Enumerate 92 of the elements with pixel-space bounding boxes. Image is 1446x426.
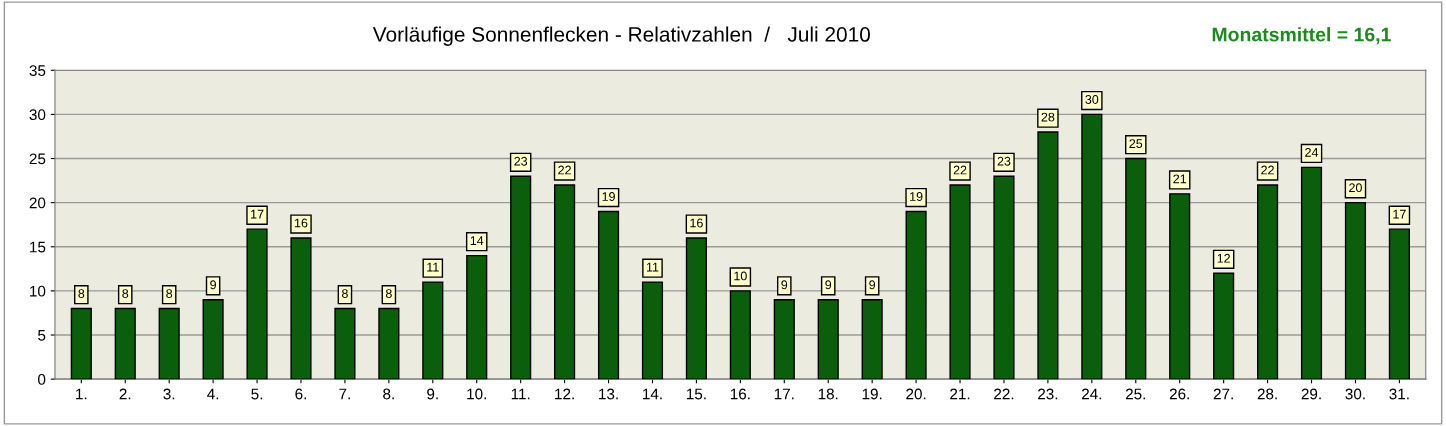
data-label: 12 (1217, 253, 1230, 263)
x-tick-label: 9. (427, 388, 438, 400)
x-tick-label: 24. (1081, 388, 1102, 400)
data-label: 22 (1261, 165, 1274, 175)
bar (817, 299, 839, 380)
data-label: 19 (602, 192, 615, 201)
data-label: 8 (122, 289, 129, 299)
bar (1037, 131, 1059, 380)
data-label: 16 (294, 218, 308, 228)
bar (641, 281, 664, 380)
y-tick-label: 20 (29, 197, 46, 209)
bar (290, 237, 312, 380)
data-label: 8 (385, 289, 392, 299)
x-tick-label: 16. (730, 388, 750, 400)
data-label: 24 (1305, 147, 1319, 157)
data-label: 8 (166, 289, 173, 299)
data-label: 23 (997, 156, 1011, 166)
bar (1213, 272, 1235, 380)
data-label: 16 (690, 218, 703, 228)
x-tick-label: 12. (555, 388, 574, 400)
data-label: 8 (78, 289, 85, 299)
x-tick-label: 21. (950, 388, 970, 400)
data-label: 9 (781, 280, 788, 290)
bar (422, 281, 444, 380)
x-tick-label: 19. (862, 388, 882, 400)
data-label: 23 (514, 156, 528, 166)
bar (1300, 166, 1323, 380)
x-tick-label: 22. (994, 388, 1014, 400)
data-label: 11 (427, 262, 439, 272)
x-tick-label: 3. (163, 388, 175, 400)
data-label: 9 (825, 280, 832, 290)
y-tick-label: 10 (30, 285, 46, 297)
x-tick-label: 25. (1125, 388, 1145, 400)
x-tick-label: 17. (774, 388, 794, 400)
x-tick-label: 15. (686, 388, 706, 400)
x-tick-label: 20. (906, 388, 926, 400)
data-label: 30 (1085, 95, 1099, 104)
data-label: 9 (869, 280, 876, 290)
y-tick-label: 30 (29, 109, 46, 121)
data-label: 19 (910, 192, 923, 201)
bar (510, 175, 532, 380)
data-label: 14 (470, 236, 484, 245)
x-tick-label: 27. (1213, 388, 1233, 400)
bar (1257, 184, 1279, 380)
data-label: 20 (1349, 183, 1362, 193)
x-tick-label: 10. (467, 388, 486, 400)
y-tick-label: 0 (38, 374, 46, 385)
x-tick-label: 5. (251, 388, 263, 400)
chart-title: Vorläufige Sonnenflecken - Relativzahlen / Juli 2010 (372, 26, 870, 46)
bar (1169, 193, 1191, 380)
data-label: 25 (1129, 139, 1143, 148)
x-tick-label: 13. (599, 388, 618, 400)
data-label: 17 (1393, 209, 1406, 219)
bar (861, 299, 883, 380)
data-label: 11 (646, 262, 659, 272)
data-label: 8 (341, 289, 348, 299)
data-label: 22 (953, 165, 967, 175)
x-tick-label: 31. (1389, 388, 1409, 400)
data-label: 17 (251, 209, 264, 219)
x-tick-label: 8. (383, 388, 394, 400)
bar (685, 237, 707, 380)
x-tick-label: 6. (295, 388, 306, 400)
y-tick-label: 35 (29, 65, 46, 76)
data-label: 28 (1041, 112, 1055, 122)
bar (949, 184, 971, 380)
data-label: 10 (734, 271, 747, 281)
y-tick-label: 25 (29, 153, 46, 165)
data-label: 21 (1173, 174, 1187, 184)
text: Monatsmittel = 16,1 (1212, 27, 1391, 45)
x-tick-label: 1. (76, 388, 87, 400)
bar (554, 184, 576, 380)
y-tick-label: 5 (38, 330, 46, 341)
y-tick-label: 15 (30, 241, 46, 253)
data-label: 22 (558, 165, 571, 175)
x-tick-label: 7. (339, 388, 350, 400)
data-label: 9 (210, 280, 216, 290)
bar (729, 290, 751, 380)
bar (993, 175, 1015, 380)
x-tick-label: 18. (818, 388, 838, 400)
x-tick-label: 14. (643, 388, 662, 400)
x-tick-label: 4. (207, 388, 219, 400)
bar (202, 299, 224, 380)
bar (246, 228, 268, 380)
x-tick-label: 26. (1169, 388, 1189, 400)
x-tick-label: 30. (1345, 388, 1365, 400)
x-tick-label: 28. (1257, 388, 1277, 400)
x-tick-label: 11. (511, 388, 530, 400)
x-tick-label: 23. (1038, 388, 1058, 400)
bar (1388, 228, 1410, 380)
x-tick-label: 2. (119, 388, 131, 400)
x-tick-label: 29. (1301, 388, 1321, 400)
bar (773, 299, 795, 380)
